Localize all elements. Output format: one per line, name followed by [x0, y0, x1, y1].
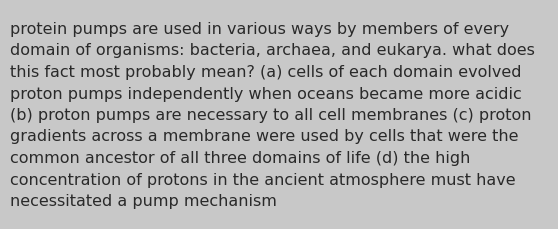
Text: necessitated a pump mechanism: necessitated a pump mechanism — [10, 193, 277, 208]
Text: common ancestor of all three domains of life (d) the high: common ancestor of all three domains of … — [10, 150, 470, 165]
Text: concentration of protons in the ancient atmosphere must have: concentration of protons in the ancient … — [10, 172, 516, 187]
Text: (b) proton pumps are necessary to all cell membranes (c) proton: (b) proton pumps are necessary to all ce… — [10, 108, 532, 123]
Text: domain of organisms: bacteria, archaea, and eukarya. what does: domain of organisms: bacteria, archaea, … — [10, 43, 535, 58]
Text: proton pumps independently when oceans became more acidic: proton pumps independently when oceans b… — [10, 86, 522, 101]
Text: protein pumps are used in various ways by members of every: protein pumps are used in various ways b… — [10, 22, 509, 37]
Text: this fact most probably mean? (a) cells of each domain evolved: this fact most probably mean? (a) cells … — [10, 65, 522, 80]
Text: gradients across a membrane were used by cells that were the: gradients across a membrane were used by… — [10, 129, 518, 144]
